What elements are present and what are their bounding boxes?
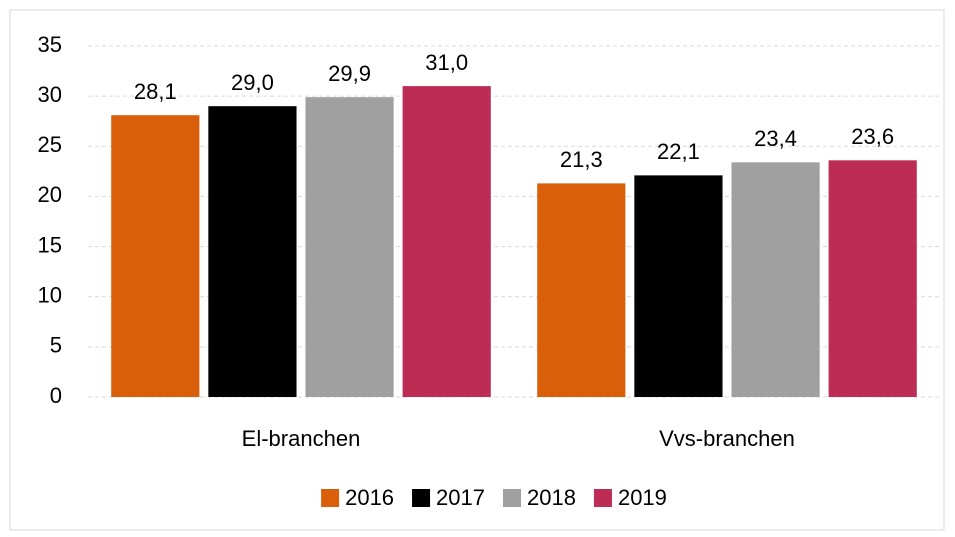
- value-label: 21,3: [560, 147, 603, 172]
- x-tick-label: El-branchen: [242, 426, 361, 451]
- legend-label: 2019: [618, 485, 667, 510]
- bar: [305, 97, 394, 397]
- bar: [634, 175, 723, 397]
- value-label: 29,0: [231, 70, 274, 95]
- legend-swatch: [503, 489, 521, 507]
- legend-label: 2016: [345, 485, 394, 510]
- bar: [828, 160, 917, 397]
- legend-swatch: [321, 489, 340, 507]
- bar: [208, 106, 297, 398]
- value-label: 23,6: [851, 124, 894, 149]
- value-label: 29,9: [328, 61, 371, 86]
- y-tick-label: 20: [38, 182, 62, 207]
- y-tick-label: 30: [38, 82, 62, 107]
- y-tick-label: 25: [38, 132, 62, 157]
- y-tick-label: 15: [38, 232, 62, 257]
- legend-label: 2017: [436, 485, 485, 510]
- y-tick-label: 0: [50, 383, 62, 408]
- value-label: 31,0: [425, 50, 468, 75]
- value-label: 22,1: [657, 139, 700, 164]
- y-tick-label: 10: [38, 283, 62, 308]
- value-label: 23,4: [754, 126, 797, 151]
- legend-swatch: [412, 489, 431, 507]
- value-label: 28,1: [134, 79, 177, 104]
- bar: [111, 115, 200, 397]
- bar: [731, 162, 820, 397]
- bar: [537, 183, 626, 397]
- legend-label: 2018: [527, 485, 576, 510]
- bar: [402, 86, 491, 397]
- y-tick-label: 35: [38, 32, 62, 57]
- y-tick-label: 5: [50, 333, 62, 358]
- x-tick-label: Vvs-branchen: [659, 426, 795, 451]
- legend-swatch: [593, 489, 612, 507]
